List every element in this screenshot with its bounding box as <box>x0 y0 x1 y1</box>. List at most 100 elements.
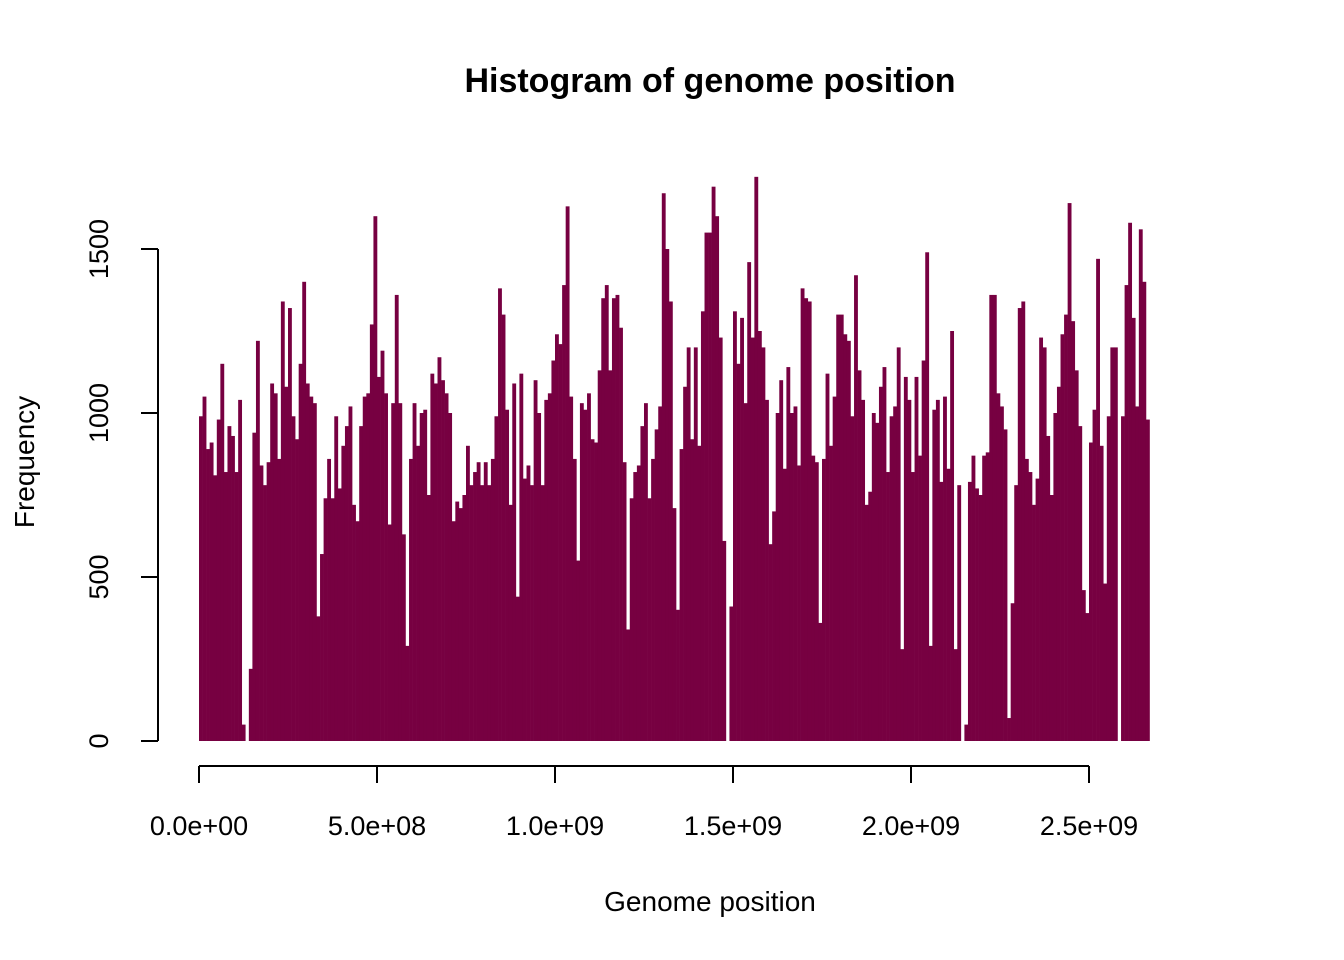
histogram-bar <box>590 439 595 741</box>
histogram-bar <box>433 383 438 741</box>
histogram-bar <box>455 501 460 741</box>
histogram-bar <box>341 445 346 741</box>
histogram-bar <box>1089 442 1093 741</box>
histogram-bar <box>964 724 969 741</box>
histogram-bar <box>654 429 659 741</box>
histogram-bar <box>893 406 898 741</box>
histogram-bar <box>547 393 552 741</box>
histogram-bar <box>1032 504 1036 741</box>
y-tick-label: 0 <box>84 733 114 748</box>
histogram-bar <box>583 409 588 741</box>
histogram-bar <box>398 403 403 741</box>
histogram-bar <box>896 347 901 741</box>
histogram-bar <box>430 373 435 741</box>
histogram-bar <box>708 232 712 741</box>
histogram-bar <box>843 334 848 741</box>
histogram-bar <box>266 462 271 741</box>
histogram-bar <box>722 540 727 741</box>
histogram-bar <box>223 472 228 741</box>
histogram-bar <box>782 468 787 741</box>
histogram-bar <box>857 370 862 741</box>
histogram-bar <box>729 606 734 741</box>
histogram-bar <box>775 413 780 741</box>
histogram-bar <box>501 314 506 741</box>
histogram-bar <box>394 294 399 741</box>
histogram-bar <box>533 380 538 741</box>
histogram-bar <box>562 285 566 741</box>
histogram-bar <box>754 176 759 742</box>
histogram-bar <box>875 422 880 741</box>
histogram-bar <box>213 475 218 741</box>
histogram-bar <box>1113 347 1118 741</box>
histogram-bar <box>255 340 260 741</box>
histogram-bar <box>362 396 367 741</box>
histogram-bar <box>1128 222 1133 741</box>
histogram-bar <box>597 370 602 741</box>
histogram-bar <box>704 232 709 741</box>
histogram-bar <box>861 399 866 741</box>
histogram-bar <box>629 498 634 741</box>
histogram-bar <box>441 380 445 741</box>
histogram-bar <box>768 544 773 741</box>
histogram-bar <box>227 426 232 741</box>
histogram-bar <box>355 521 360 741</box>
histogram-bar <box>330 498 335 741</box>
histogram-bar <box>487 485 492 741</box>
histogram-bar <box>412 403 417 741</box>
histogram-bar <box>1024 458 1029 741</box>
histogram-bar <box>416 445 421 741</box>
histogram-bar <box>1000 406 1004 741</box>
histogram-bar <box>238 399 243 741</box>
histogram-bar <box>490 458 495 741</box>
histogram-bar <box>537 413 542 741</box>
histogram-bar <box>241 724 246 741</box>
histogram-bar <box>366 393 371 741</box>
histogram-bar <box>832 396 837 741</box>
histogram-bar <box>473 472 477 741</box>
histogram-bar <box>327 458 332 741</box>
histogram-bar <box>907 399 912 741</box>
histogram-bar <box>615 294 620 741</box>
histogram-bar <box>1067 203 1072 741</box>
histogram-bar <box>797 465 801 741</box>
histogram-bar <box>519 373 524 741</box>
histogram-bar <box>918 455 922 741</box>
histogram-bar <box>761 347 766 741</box>
histogram-bar <box>579 403 584 741</box>
histogram-bar <box>804 298 809 741</box>
histogram-bar <box>288 308 292 741</box>
histogram-bar <box>619 327 623 741</box>
histogram-bar <box>1049 495 1054 741</box>
histogram-bar <box>914 376 919 741</box>
histogram-bar <box>772 511 777 741</box>
histogram-bar <box>668 301 673 741</box>
histogram-bar <box>1039 337 1044 741</box>
histogram-bar <box>508 504 513 741</box>
histogram-bar <box>419 413 424 741</box>
histogram-bar <box>903 376 908 741</box>
histogram-bar <box>384 393 388 741</box>
histogram-bar <box>199 416 203 741</box>
histogram-bar <box>348 406 353 741</box>
histogram-bar <box>811 455 816 741</box>
histogram-bar <box>409 458 413 741</box>
x-tick-label: 0.0e+00 <box>150 811 248 841</box>
histogram-bar <box>337 488 342 741</box>
histogram-bar <box>697 445 702 741</box>
histogram-bar <box>943 396 947 741</box>
histogram-bar <box>277 458 282 741</box>
histogram-bar <box>733 311 737 741</box>
histogram-bar <box>971 455 976 741</box>
histogram-bar <box>587 393 591 741</box>
histogram-bar <box>405 645 410 741</box>
x-tick-label: 1.0e+09 <box>506 811 604 841</box>
histogram-bar <box>711 186 716 741</box>
histogram-bar <box>996 393 1001 741</box>
histogram-bar <box>818 622 823 741</box>
histogram-bar <box>985 452 990 741</box>
histogram-bar <box>700 311 705 741</box>
histogram-bar <box>437 357 442 741</box>
y-tick-label: 1500 <box>84 219 114 279</box>
histogram-bar <box>594 442 599 741</box>
histogram-bar <box>1003 429 1008 741</box>
